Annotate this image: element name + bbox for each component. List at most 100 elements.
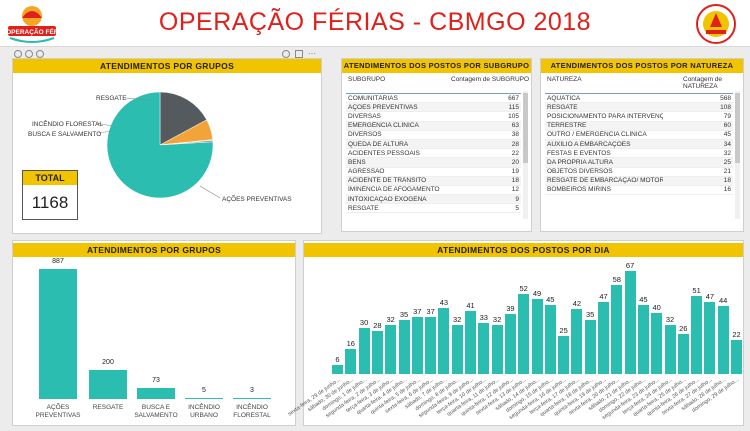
pie-title: ATENDIMENTOS POR GRUPOS (13, 59, 321, 73)
day-bar[interactable] (704, 301, 716, 374)
more-options-icon[interactable]: ··· (308, 49, 316, 58)
day-bar[interactable] (651, 312, 663, 374)
bar[interactable] (185, 398, 223, 399)
table-row[interactable]: RESGATE 108 (545, 103, 733, 113)
operacao-ferias-logo: 44ª OPERAÇÃO FÉRIAS (4, 6, 60, 43)
day-bar[interactable] (411, 317, 423, 374)
day-bar[interactable] (451, 324, 463, 374)
table-row[interactable]: COMUNITÁRIAS 667 (346, 94, 521, 104)
expand-icon[interactable] (295, 50, 303, 58)
cell-label: RESGATE (348, 204, 379, 212)
scrollbar-thumb[interactable] (523, 93, 528, 163)
bar[interactable] (39, 269, 77, 399)
table-row[interactable]: OUTRO / EMERGÊNCIA CLÍNICA 45 (545, 131, 733, 140)
day-value-label: 52 (519, 284, 528, 294)
cell-label: COMUNITÁRIAS (348, 94, 398, 102)
table-row[interactable]: TERRESTRE 60 (545, 121, 733, 131)
table-row[interactable]: AGRESSÃO 19 (346, 168, 521, 177)
drill-down-icon[interactable] (25, 50, 33, 58)
cell-label: ACIDENTES PESSOAIS (348, 149, 420, 157)
column-header[interactable]: Contagem de SUBGRUPO (451, 76, 530, 83)
table-row[interactable]: POSICIONAMENTO PARA INTERVENÇÃO 79 (545, 112, 733, 122)
day-bar[interactable] (438, 307, 450, 374)
natureza-table: NATUREZA Contagem de NATUREZA AQUÁTICA 56… (545, 76, 733, 196)
table-row[interactable]: INTOXICAÇÃO EXÓGENA 9 (346, 195, 521, 205)
day-bar[interactable] (478, 323, 490, 374)
focus-mode-icon[interactable] (282, 50, 290, 58)
day-bar[interactable] (611, 284, 623, 374)
table-row[interactable]: RESGATE 5 (346, 204, 521, 214)
day-bar[interactable] (558, 335, 570, 374)
table-row[interactable]: AUXÍLIO A EMBARCAÇÕES 34 (545, 139, 733, 150)
expand-all-icon[interactable] (36, 50, 44, 58)
day-bar[interactable] (358, 327, 370, 374)
column-header[interactable]: NATUREZA (547, 76, 582, 83)
total-value: 1168 (31, 193, 69, 212)
scrollbar-thumb[interactable] (735, 93, 740, 163)
cell-value: 34 (723, 140, 731, 148)
day-bar[interactable] (385, 324, 397, 374)
day-value-label: 51 (692, 285, 701, 295)
day-bar[interactable] (531, 298, 543, 374)
table-row[interactable]: FESTAS E EVENTOS 32 (545, 149, 733, 159)
cell-value: 667 (508, 94, 519, 102)
pie-slice-1[interactable] (159, 91, 207, 146)
day-bar[interactable] (425, 317, 437, 374)
table-row[interactable]: OBJETOS DIVERSOS 21 (545, 168, 733, 177)
table-row[interactable]: DIVERSOS 38 (346, 131, 521, 140)
cell-label: FESTAS E EVENTOS (547, 149, 611, 157)
cell-label: BENS (348, 158, 366, 166)
table-row[interactable]: IMINÊNCIA DE AFOGAMENTO 12 (346, 186, 521, 196)
day-bar[interactable] (345, 349, 357, 374)
day-bar[interactable] (624, 271, 636, 374)
cell-value: 22 (511, 149, 519, 157)
table-row[interactable]: AÇÕES PREVENTIVAS 115 (346, 103, 521, 113)
table-row[interactable]: QUEDA DE ALTURA 28 (346, 139, 521, 150)
scrollbar[interactable] (735, 91, 740, 219)
day-bar[interactable] (637, 304, 649, 374)
column-header[interactable]: SUBGRUPO (348, 76, 386, 83)
pie-label-acoes: AÇÕES PREVENTIVAS (222, 196, 292, 203)
bar[interactable] (137, 388, 175, 399)
table-row[interactable]: RESGATE DE EMBARCAÇÃO/ MOTOR DE POPA 18 (545, 176, 733, 186)
day-bar[interactable] (717, 306, 729, 374)
column-header[interactable]: Contagem de NATUREZA (683, 76, 723, 90)
cell-label: INTOXICAÇÃO EXÓGENA (348, 195, 427, 203)
day-bar[interactable] (691, 295, 703, 374)
drill-up-icon[interactable] (14, 50, 22, 58)
table-row[interactable]: EMERGÊNCIA CLÍNICA 63 (346, 121, 521, 131)
bar-value-label: 73 (152, 377, 160, 385)
day-bar[interactable] (544, 304, 556, 374)
pie-slice-0[interactable] (106, 91, 214, 199)
day-bar[interactable] (677, 334, 689, 374)
bar[interactable] (89, 369, 127, 399)
day-bar[interactable] (598, 301, 609, 374)
cell-value: 19 (511, 168, 519, 176)
table-row[interactable]: ACIDENTES PESSOAIS 22 (346, 149, 521, 159)
table-row[interactable]: BOMBEIROS MIRINS 16 (545, 186, 733, 196)
table-row[interactable]: DA PRÓPRIA ALTURA 25 (545, 158, 733, 168)
bar[interactable] (233, 398, 271, 399)
day-bar[interactable] (584, 320, 596, 374)
scrollbar[interactable] (523, 91, 528, 219)
table-row[interactable]: DIVERSAS 105 (346, 112, 521, 122)
table-row[interactable]: AQUÁTICA 568 (545, 94, 733, 104)
day-bar[interactable] (465, 310, 476, 374)
day-bar[interactable] (491, 324, 503, 374)
table-row[interactable]: ACIDENTE DE TRÂNSITO 18 (346, 176, 521, 186)
day-value-label: 45 (546, 294, 555, 304)
day-bar[interactable] (664, 324, 676, 374)
table-row[interactable]: BENS 20 (346, 158, 521, 168)
cell-label: AÇÕES PREVENTIVAS (348, 103, 418, 111)
day-bar[interactable] (571, 309, 583, 374)
day-bar[interactable] (332, 364, 343, 374)
day-bar[interactable] (518, 294, 530, 374)
cell-label: DA PRÓPRIA ALTURA (547, 158, 613, 166)
day-bar[interactable] (731, 340, 742, 374)
day-bar[interactable] (398, 320, 410, 374)
cell-value: 79 (723, 112, 731, 120)
day-bar[interactable] (371, 330, 383, 374)
day-value-label: 40 (652, 302, 661, 312)
day-bar[interactable] (504, 314, 516, 374)
